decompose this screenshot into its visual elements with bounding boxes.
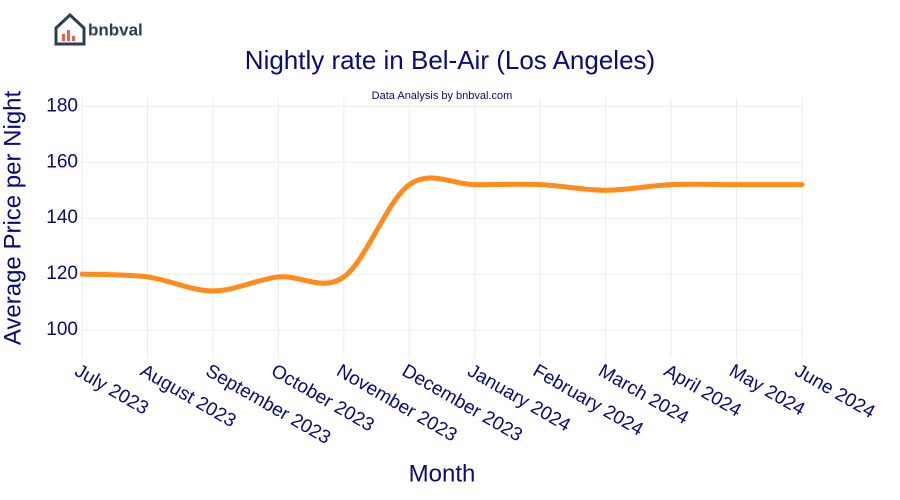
line <box>79 175 805 294</box>
x-axis-title: Month <box>409 460 476 487</box>
y-tick-label: 120 <box>46 263 78 284</box>
chart-subtitle: Data Analysis by bnbval.com <box>372 90 513 102</box>
logo: bnbval <box>54 12 143 46</box>
logo-house <box>54 12 86 46</box>
x-tick-label: July 2023 <box>71 360 152 419</box>
x-tick-label: February 2024 <box>529 360 647 440</box>
x-tick-label: June 2024 <box>791 360 879 423</box>
logo-bar <box>67 30 70 41</box>
y-axis-title: Average Price per Night <box>0 90 26 345</box>
brand: bnbval <box>88 20 143 39</box>
y-tick-label: 140 <box>46 207 78 228</box>
logo-bar <box>72 36 75 41</box>
y-tick-label: 100 <box>46 319 78 340</box>
y-tick-label: 160 <box>46 151 78 172</box>
y-tick-label: 180 <box>46 95 78 116</box>
logo-bar <box>62 34 65 41</box>
chart-title: Nightly rate in Bel-Air (Los Angeles) <box>245 45 655 75</box>
